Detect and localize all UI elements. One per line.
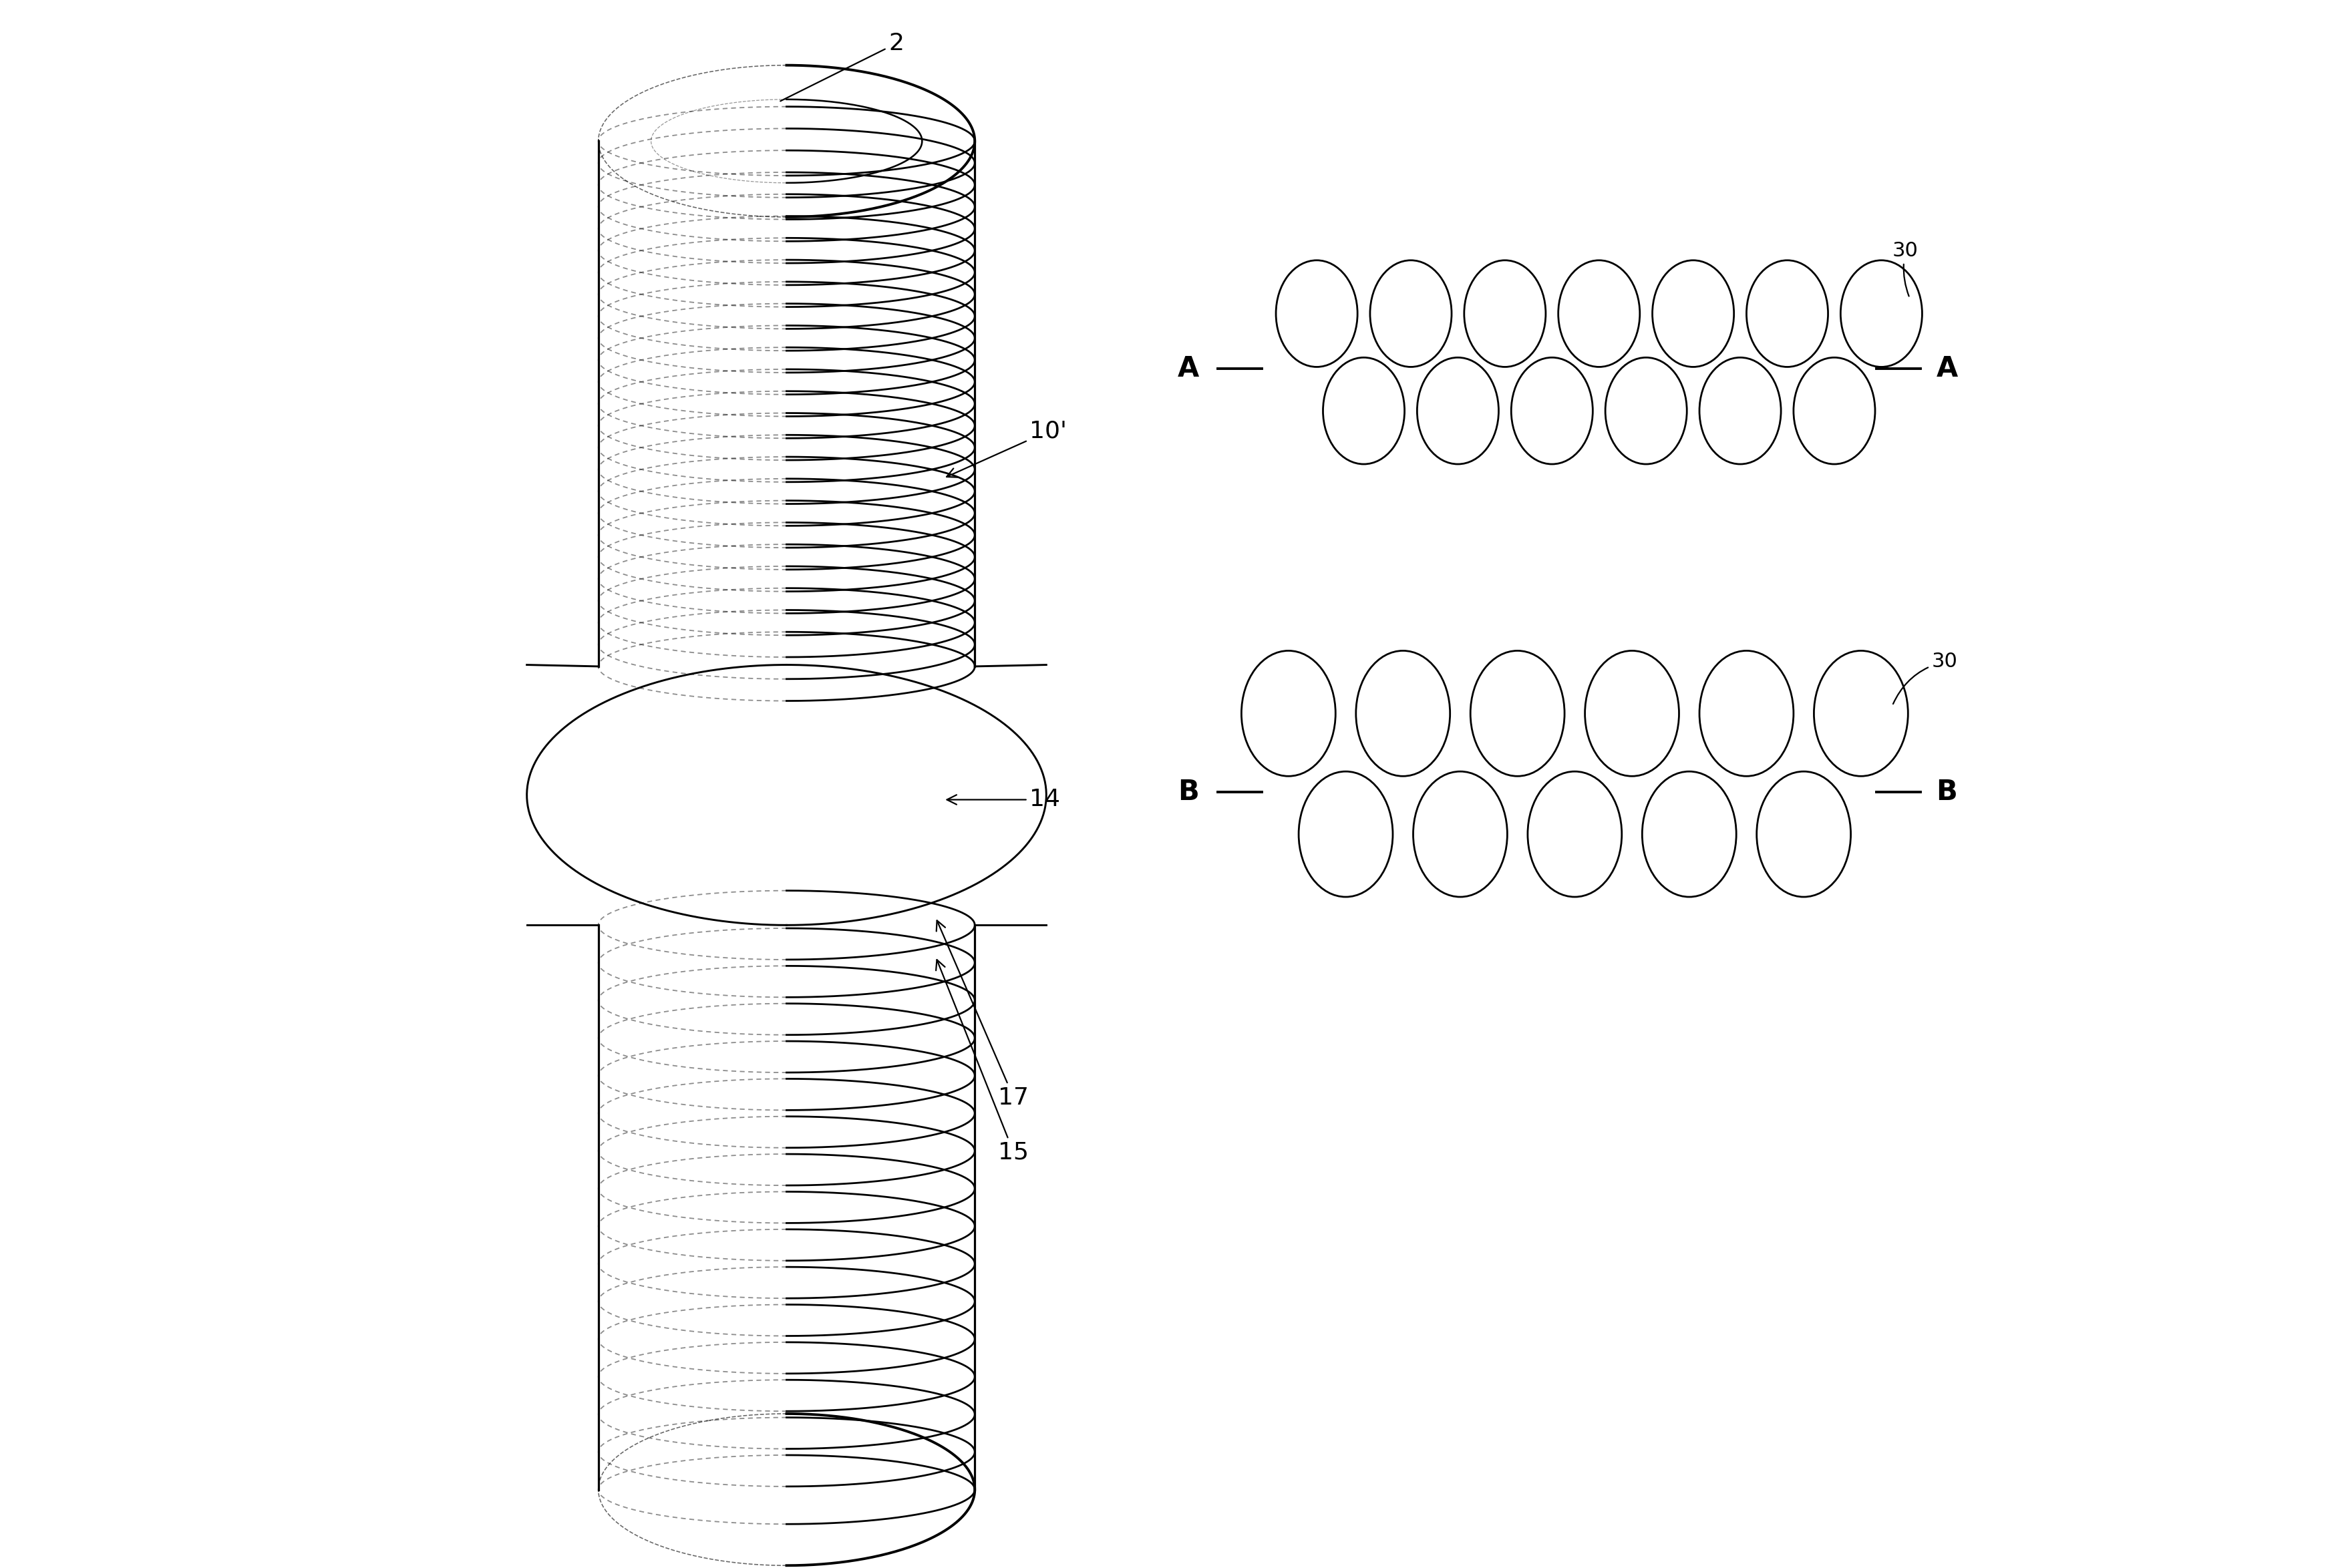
Text: B: B (1177, 778, 1200, 806)
Text: 30: 30 (1893, 241, 1919, 296)
Text: 10': 10' (947, 420, 1068, 477)
Text: 14: 14 (947, 789, 1061, 811)
Text: A: A (1177, 354, 1200, 383)
Text: 2: 2 (782, 33, 905, 100)
Text: 30: 30 (1893, 652, 1958, 704)
Text: A: A (1935, 354, 1958, 383)
Text: 15: 15 (935, 960, 1028, 1163)
Text: 17: 17 (937, 920, 1028, 1109)
Text: B: B (1935, 778, 1958, 806)
